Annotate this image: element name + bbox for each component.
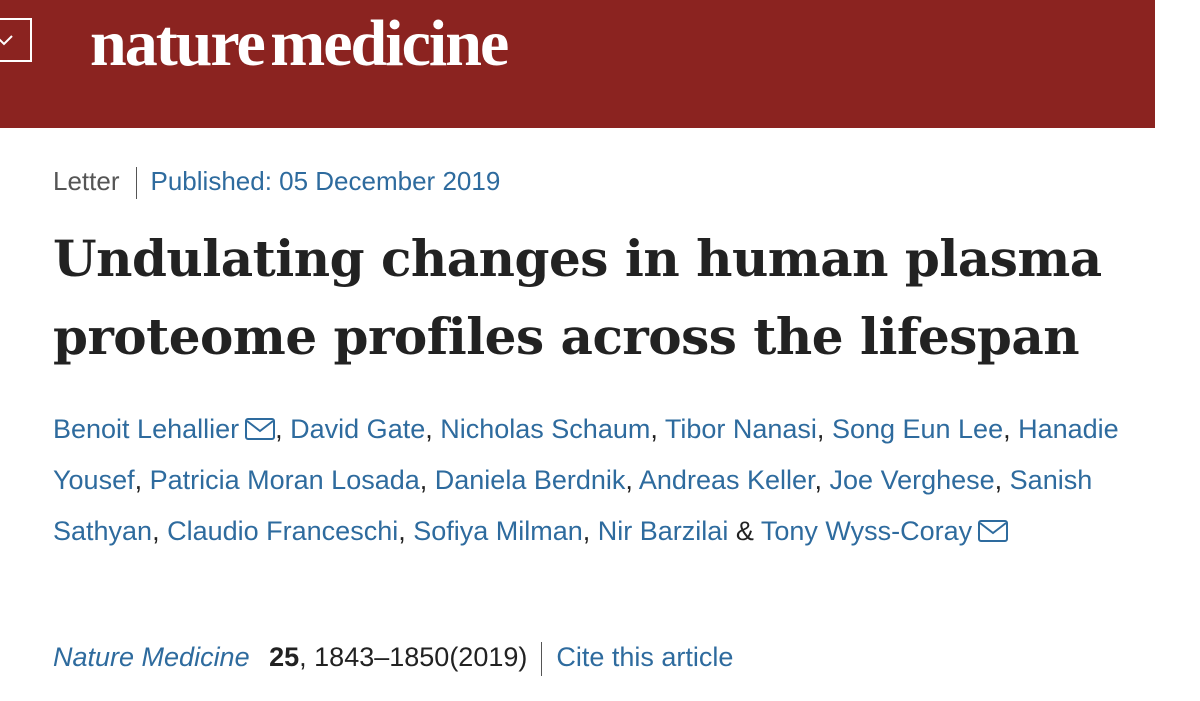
author: Nir Barzilai &	[598, 516, 761, 546]
author: Sofiya Milman,	[413, 516, 598, 546]
author-separator: ,	[134, 465, 150, 495]
author: Tibor Nanasi,	[665, 414, 832, 444]
divider	[541, 642, 543, 676]
author-name[interactable]: Hanadie Yousef	[53, 414, 1119, 495]
author-separator: ,	[816, 414, 832, 444]
author: David Gate,	[290, 414, 440, 444]
author-list: Benoit Lehallier, David Gate, Nicholas S…	[53, 404, 1143, 557]
author-separator: ,	[419, 465, 435, 495]
author-name[interactable]: Benoit Lehallier	[53, 414, 240, 444]
author-name[interactable]: Sanish Sathyan	[53, 465, 1093, 546]
author-separator: ,	[425, 414, 441, 444]
author: Song Eun Lee,	[832, 414, 1018, 444]
author-name[interactable]: Patricia Moran Losada	[149, 465, 420, 495]
author-separator: &	[728, 516, 761, 546]
author-name[interactable]: Daniela Berdnik	[434, 465, 626, 495]
email-icon[interactable]	[245, 418, 276, 440]
author-name[interactable]: Nicholas Schaum	[440, 414, 651, 444]
author: Nicholas Schaum,	[440, 414, 665, 444]
author-name[interactable]: Joe Verghese	[829, 465, 995, 495]
pages: , 1843–1850	[299, 642, 450, 673]
author-name[interactable]: Tony Wyss-Coray	[760, 516, 973, 546]
author-separator: ,	[625, 465, 639, 495]
author: Hanadie Yousef,	[53, 414, 1119, 495]
author-separator: ,	[152, 516, 168, 546]
author-separator: ,	[994, 465, 1010, 495]
cite-link[interactable]: Cite this article	[556, 642, 734, 673]
article-type: Letter	[53, 166, 120, 196]
email-icon[interactable]	[978, 520, 1009, 542]
volume: 25	[269, 642, 300, 673]
author-name[interactable]: Nir Barzilai	[597, 516, 729, 546]
logo[interactable]: nature medicine	[90, 7, 509, 80]
author-name[interactable]: Tibor Nanasi	[664, 414, 817, 444]
article-meta: Letter Published: 05 December 2019	[53, 166, 501, 200]
author: Benoit Lehallier,	[53, 414, 290, 444]
author-separator: ,	[398, 516, 414, 546]
year: (2019)	[449, 642, 528, 673]
citation: Nature Medicine 25, 1843–1850(2019) Cite …	[53, 642, 733, 676]
published-date[interactable]: Published: 05 December 2019	[150, 166, 501, 196]
author: Andreas Keller,	[639, 465, 830, 495]
author: Tony Wyss-Coray	[760, 516, 1009, 546]
author-name[interactable]: David Gate	[290, 414, 426, 444]
menu-icon	[0, 35, 13, 46]
journal-name[interactable]: Nature Medicine	[53, 642, 250, 673]
author: Patricia Moran Losada,	[150, 465, 435, 495]
site-header: nature medicine	[0, 0, 1155, 128]
author: Joe Verghese,	[830, 465, 1010, 495]
menu-button[interactable]	[0, 18, 32, 62]
divider	[135, 167, 137, 200]
author: Daniela Berdnik,	[435, 465, 639, 495]
author-separator: ,	[650, 414, 665, 444]
author-name[interactable]: Sofiya Milman	[413, 516, 583, 546]
author-separator: ,	[814, 465, 830, 495]
author-name[interactable]: Song Eun Lee	[831, 414, 1004, 444]
author-separator: ,	[582, 516, 598, 546]
author-name[interactable]: Claudio Franceschi	[167, 516, 399, 546]
author: Sanish Sathyan,	[53, 465, 1092, 546]
author-separator: ,	[1003, 414, 1019, 444]
author-separator: ,	[275, 414, 291, 444]
article-title: Undulating changes in human plasma prote…	[53, 229, 1102, 366]
author: Claudio Franceschi,	[167, 516, 413, 546]
author-name[interactable]: Andreas Keller	[638, 465, 815, 495]
